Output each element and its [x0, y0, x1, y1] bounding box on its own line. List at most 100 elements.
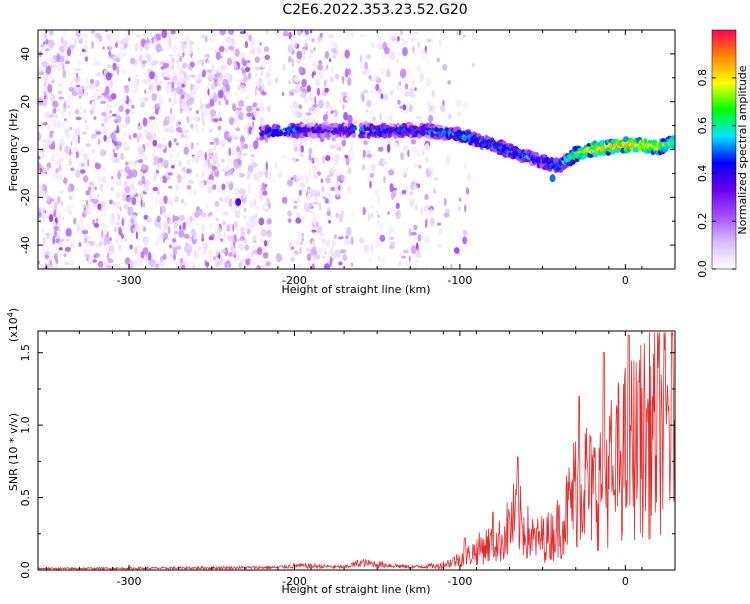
spectrogram-cell [220, 228, 227, 232]
spectrogram-cell [50, 112, 57, 117]
spectrogram-cell [152, 139, 158, 147]
spectrogram-cell [161, 30, 168, 39]
spectrogram-cell [351, 155, 355, 160]
spectrogram-cell [89, 191, 93, 200]
spectrogram-cell [131, 90, 138, 94]
spectrogram-cell [334, 182, 339, 192]
spectrogram-cell [409, 242, 415, 246]
spectrogram-cell [158, 97, 164, 108]
spectrogram-cell [89, 240, 95, 247]
spectrogram-cell [196, 45, 200, 51]
spectrogram-cell [116, 180, 122, 187]
spectrogram-cell [85, 190, 91, 196]
spectrogram-cell [186, 99, 191, 107]
spectrogram-cell [177, 174, 182, 184]
spectrogram-cell [243, 207, 247, 213]
spectrogram-cell [305, 174, 309, 184]
spectrogram-cell [297, 263, 304, 268]
spectrogram-signal-cell [552, 157, 560, 164]
spectrogram-cell [421, 55, 427, 60]
spectrogram-cell [201, 211, 205, 217]
snr-xtick-label: 0 [622, 575, 629, 588]
spectrogram-cell [187, 73, 192, 78]
spectrogram-cell [49, 130, 54, 135]
spectrogram-cell [365, 150, 371, 154]
spectrogram-cell [163, 195, 168, 204]
spectrogram-cell [79, 77, 82, 84]
spectrogram-cell [327, 254, 330, 259]
spectrogram-cell [201, 128, 204, 132]
spectrogram-cell [191, 155, 197, 164]
snr-ytick-label: 1.5 [19, 344, 32, 362]
spectrogram-cell [68, 158, 73, 167]
spectrogram-cell [326, 110, 329, 119]
spectrogram-cell [208, 77, 214, 82]
spectrogram-cell [244, 95, 250, 100]
spectrogram-cell [410, 37, 416, 42]
spectrogram-cell [97, 174, 103, 183]
spectrogram-cell [55, 114, 58, 120]
spectrogram-cell [106, 64, 112, 69]
spectrogram-cell [221, 183, 226, 191]
spectrogram-cell [41, 154, 47, 158]
spectrogram-cell [462, 34, 466, 38]
spectrogram-cell [97, 138, 101, 145]
spectrogram-cell [160, 261, 165, 268]
spectrogram-cell [60, 109, 65, 118]
spectrogram-cell [208, 236, 214, 241]
spectrogram-cell [300, 32, 306, 36]
spectrogram-cell [324, 183, 328, 187]
spectrogram-cell [70, 47, 73, 52]
spectrogram-cell [312, 254, 316, 262]
spectrogram-cell [113, 264, 118, 268]
spectrogram-cell [118, 99, 125, 106]
spectrogram-signal-cell [671, 145, 675, 150]
spectrogram-cell [266, 105, 272, 113]
spectrogram-cell [110, 186, 114, 192]
spectrogram-cell [88, 83, 95, 90]
spectrogram-cell [128, 160, 134, 166]
spectrogram-cell [399, 105, 403, 109]
spectrogram-cell [137, 126, 143, 131]
spectrogram-cell [240, 231, 246, 237]
spectrogram-cell [68, 260, 75, 267]
spectrogram-cell [369, 78, 376, 82]
spectrogram-cell [226, 224, 231, 232]
spectrogram-cell [121, 233, 125, 239]
spectrogram-cell [103, 115, 109, 124]
spectrogram-cell [44, 111, 50, 119]
spectrogram-cell [400, 152, 404, 161]
snr-ticks: -300 -200 -100 0 0.0 0.5 1.0 1.5 [19, 331, 676, 588]
spectrogram-cell [207, 148, 214, 154]
spectrogram-cell [207, 248, 213, 257]
spectrogram-cell [258, 191, 262, 196]
spectrogram-cell [193, 189, 197, 196]
spectrogram-cell [287, 55, 292, 63]
spectrogram-cell [174, 220, 181, 226]
spectrogram-cell [339, 99, 343, 105]
spectrogram-cell [38, 212, 43, 218]
spectrogram-cell [63, 177, 68, 184]
spectrogram-cell [187, 179, 194, 185]
spectrogram-cell [218, 45, 225, 53]
spectrogram-cell [242, 152, 248, 157]
spectrogram-cell [138, 132, 142, 140]
spectrogram-cell [224, 196, 230, 204]
spectrogram-cell [64, 145, 70, 154]
spectrogram-cell [67, 185, 72, 193]
spectrogram-cell [464, 204, 467, 213]
spectrogram-cell [369, 89, 375, 95]
spectrogram-signal-cell [599, 139, 605, 145]
spectrogram-cell [294, 146, 298, 153]
spectrogram-cell [210, 112, 214, 122]
spectrogram-cell [202, 242, 209, 251]
spectrogram-cell [364, 61, 368, 70]
spectrogram-cell [168, 97, 172, 103]
spectrogram-cell [374, 75, 380, 81]
spectrogram-cell [116, 141, 123, 147]
spectrogram-cell [143, 238, 149, 248]
spectrogram-cell [76, 223, 80, 233]
spectrogram-cell [408, 104, 413, 113]
spectrogram-cell [409, 191, 414, 196]
spectrogram-cell [247, 185, 251, 195]
